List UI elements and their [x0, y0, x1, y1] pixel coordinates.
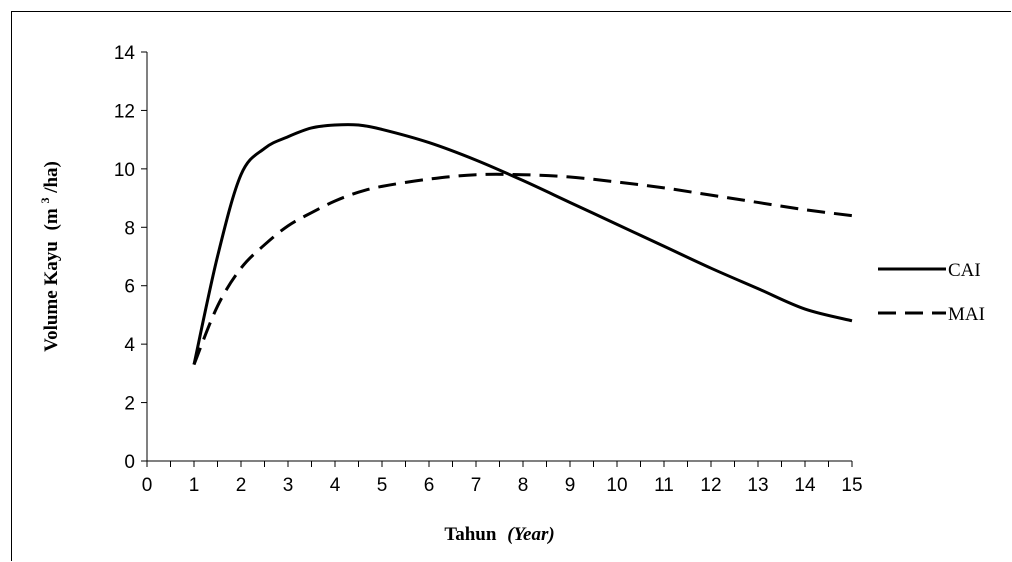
series-line-mai: [192, 172, 853, 366]
y-tick-label: 12: [114, 101, 135, 122]
x-tick-label: 12: [700, 475, 721, 496]
x-tick-label: 5: [377, 475, 388, 496]
series-line-cai: [192, 123, 853, 365]
y-tick-label: 4: [124, 335, 135, 356]
legend: CAI MAI: [878, 260, 985, 325]
y-axis-title-unit-sup: 3: [38, 198, 52, 204]
x-axis-title: Tahun (Year): [444, 524, 554, 545]
y-tick-label: 2: [124, 394, 135, 415]
y-axis-title-main: Volume Kayu: [41, 241, 62, 352]
x-tick-label: 0: [142, 475, 153, 496]
y-tick-label: 0: [124, 452, 135, 473]
x-tick-label: 2: [236, 475, 247, 496]
x-tick-label: 14: [794, 475, 816, 496]
y-tick-label: 14: [114, 43, 136, 64]
x-axis-title-suffix: (Year): [507, 524, 554, 545]
y-tick-label: 8: [124, 218, 135, 239]
x-axis-title-main: Tahun: [444, 524, 497, 545]
x-tick-label: 15: [841, 475, 862, 496]
series-layer: [192, 123, 853, 366]
y-axis-title: Volume Kayu (m 3 /ha): [33, 161, 62, 352]
x-tick-label: 10: [606, 475, 627, 496]
x-tick-label: 4: [330, 475, 341, 496]
chart-frame: [11, 11, 1011, 561]
x-tick-label: 3: [283, 475, 294, 496]
x-tick-label: 8: [518, 475, 529, 496]
y-axis-title-unit-post: /ha): [41, 161, 62, 194]
legend-label-cai: CAI: [948, 260, 981, 281]
x-tick-label: 1: [189, 475, 200, 496]
y-axis-title-unit-pre: (m: [41, 208, 62, 230]
x-tick-label: 11: [654, 475, 674, 496]
x-tick-label: 7: [471, 475, 482, 496]
legend-label-mai: MAI: [948, 304, 985, 325]
x-ticks: 0 1 2 3 4 5 6 7 8 9 10 11 12 13 14 15: [142, 461, 863, 496]
y-tick-label: 10: [114, 160, 135, 181]
y-ticks: 0 2 4 6 8 10 12 14: [114, 43, 147, 473]
x-tick-label: 6: [424, 475, 435, 496]
x-tick-label: 9: [565, 475, 576, 496]
x-tick-label: 13: [747, 475, 768, 496]
y-tick-label: 6: [124, 277, 135, 298]
